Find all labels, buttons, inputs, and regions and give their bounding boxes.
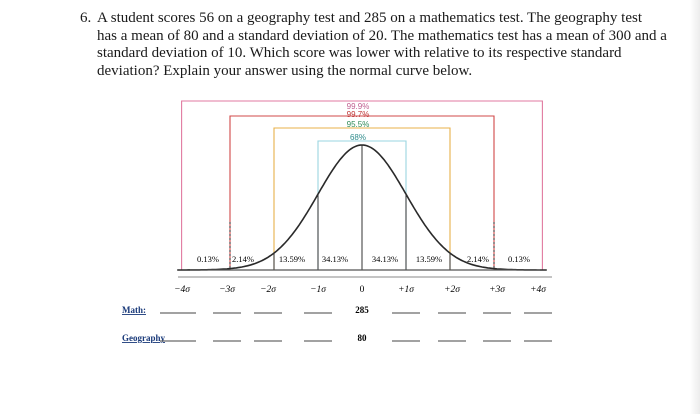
sigma-label: +3σ: [489, 285, 505, 295]
sigma-label: +1σ: [398, 285, 414, 295]
sigma-label: −1σ: [310, 285, 326, 295]
region-percent: 2.14%: [467, 254, 489, 264]
sigma-label: +4σ: [530, 285, 546, 295]
region-percent: 0.13%: [197, 254, 219, 264]
region-percent: 34.13%: [372, 254, 398, 264]
math-center-value: 285: [355, 305, 369, 315]
question-line: has a mean of 80 and a standard deviatio…: [97, 27, 667, 44]
sigma-label: −2σ: [260, 285, 276, 295]
region-percents: 0.13% 2.14% 13.59% 34.13% 34.13% 13.59% …: [197, 254, 530, 264]
sigma-labels: −4σ −3σ −2σ −1σ 0 +1σ +2σ +3σ +4σ: [174, 285, 546, 295]
range-bracket: [181, 100, 543, 270]
range-bracket: [229, 115, 495, 270]
region-percent: 0.13%: [508, 254, 530, 264]
region-percent: 13.59%: [279, 254, 305, 264]
sigma-label: −4σ: [174, 285, 190, 295]
question-line: deviation? Explain your answer using the…: [97, 62, 473, 79]
question-line: standard deviation of 10. Which score wa…: [97, 45, 622, 61]
sigma-lines: [229, 145, 495, 270]
region-percent: 2.14%: [232, 254, 254, 264]
sigma-label: 0: [360, 285, 365, 295]
region-percent: 13.59%: [416, 254, 442, 264]
question-text: A student scores 56 on a geography test …: [97, 10, 667, 80]
question-number: 6.: [80, 10, 92, 26]
geography-row-label: Geography: [122, 333, 166, 343]
range-label-68: 68%: [350, 133, 366, 142]
geography-center-value: 80: [358, 333, 368, 343]
region-percent: 34.13%: [322, 254, 348, 264]
page-edge-shadow: [690, 0, 700, 414]
range-label-95-5: 95.5%: [347, 120, 370, 129]
range-label-99-7: 99.7%: [347, 110, 370, 119]
sigma-label: +2σ: [444, 285, 460, 295]
range-bracket: [273, 127, 451, 270]
sigma-label: −3σ: [219, 285, 235, 295]
range-label-99-9: 99.9%: [347, 102, 370, 111]
question-line: A student scores 56 on a geography test …: [97, 10, 643, 26]
math-row-label: Math:: [122, 305, 146, 315]
